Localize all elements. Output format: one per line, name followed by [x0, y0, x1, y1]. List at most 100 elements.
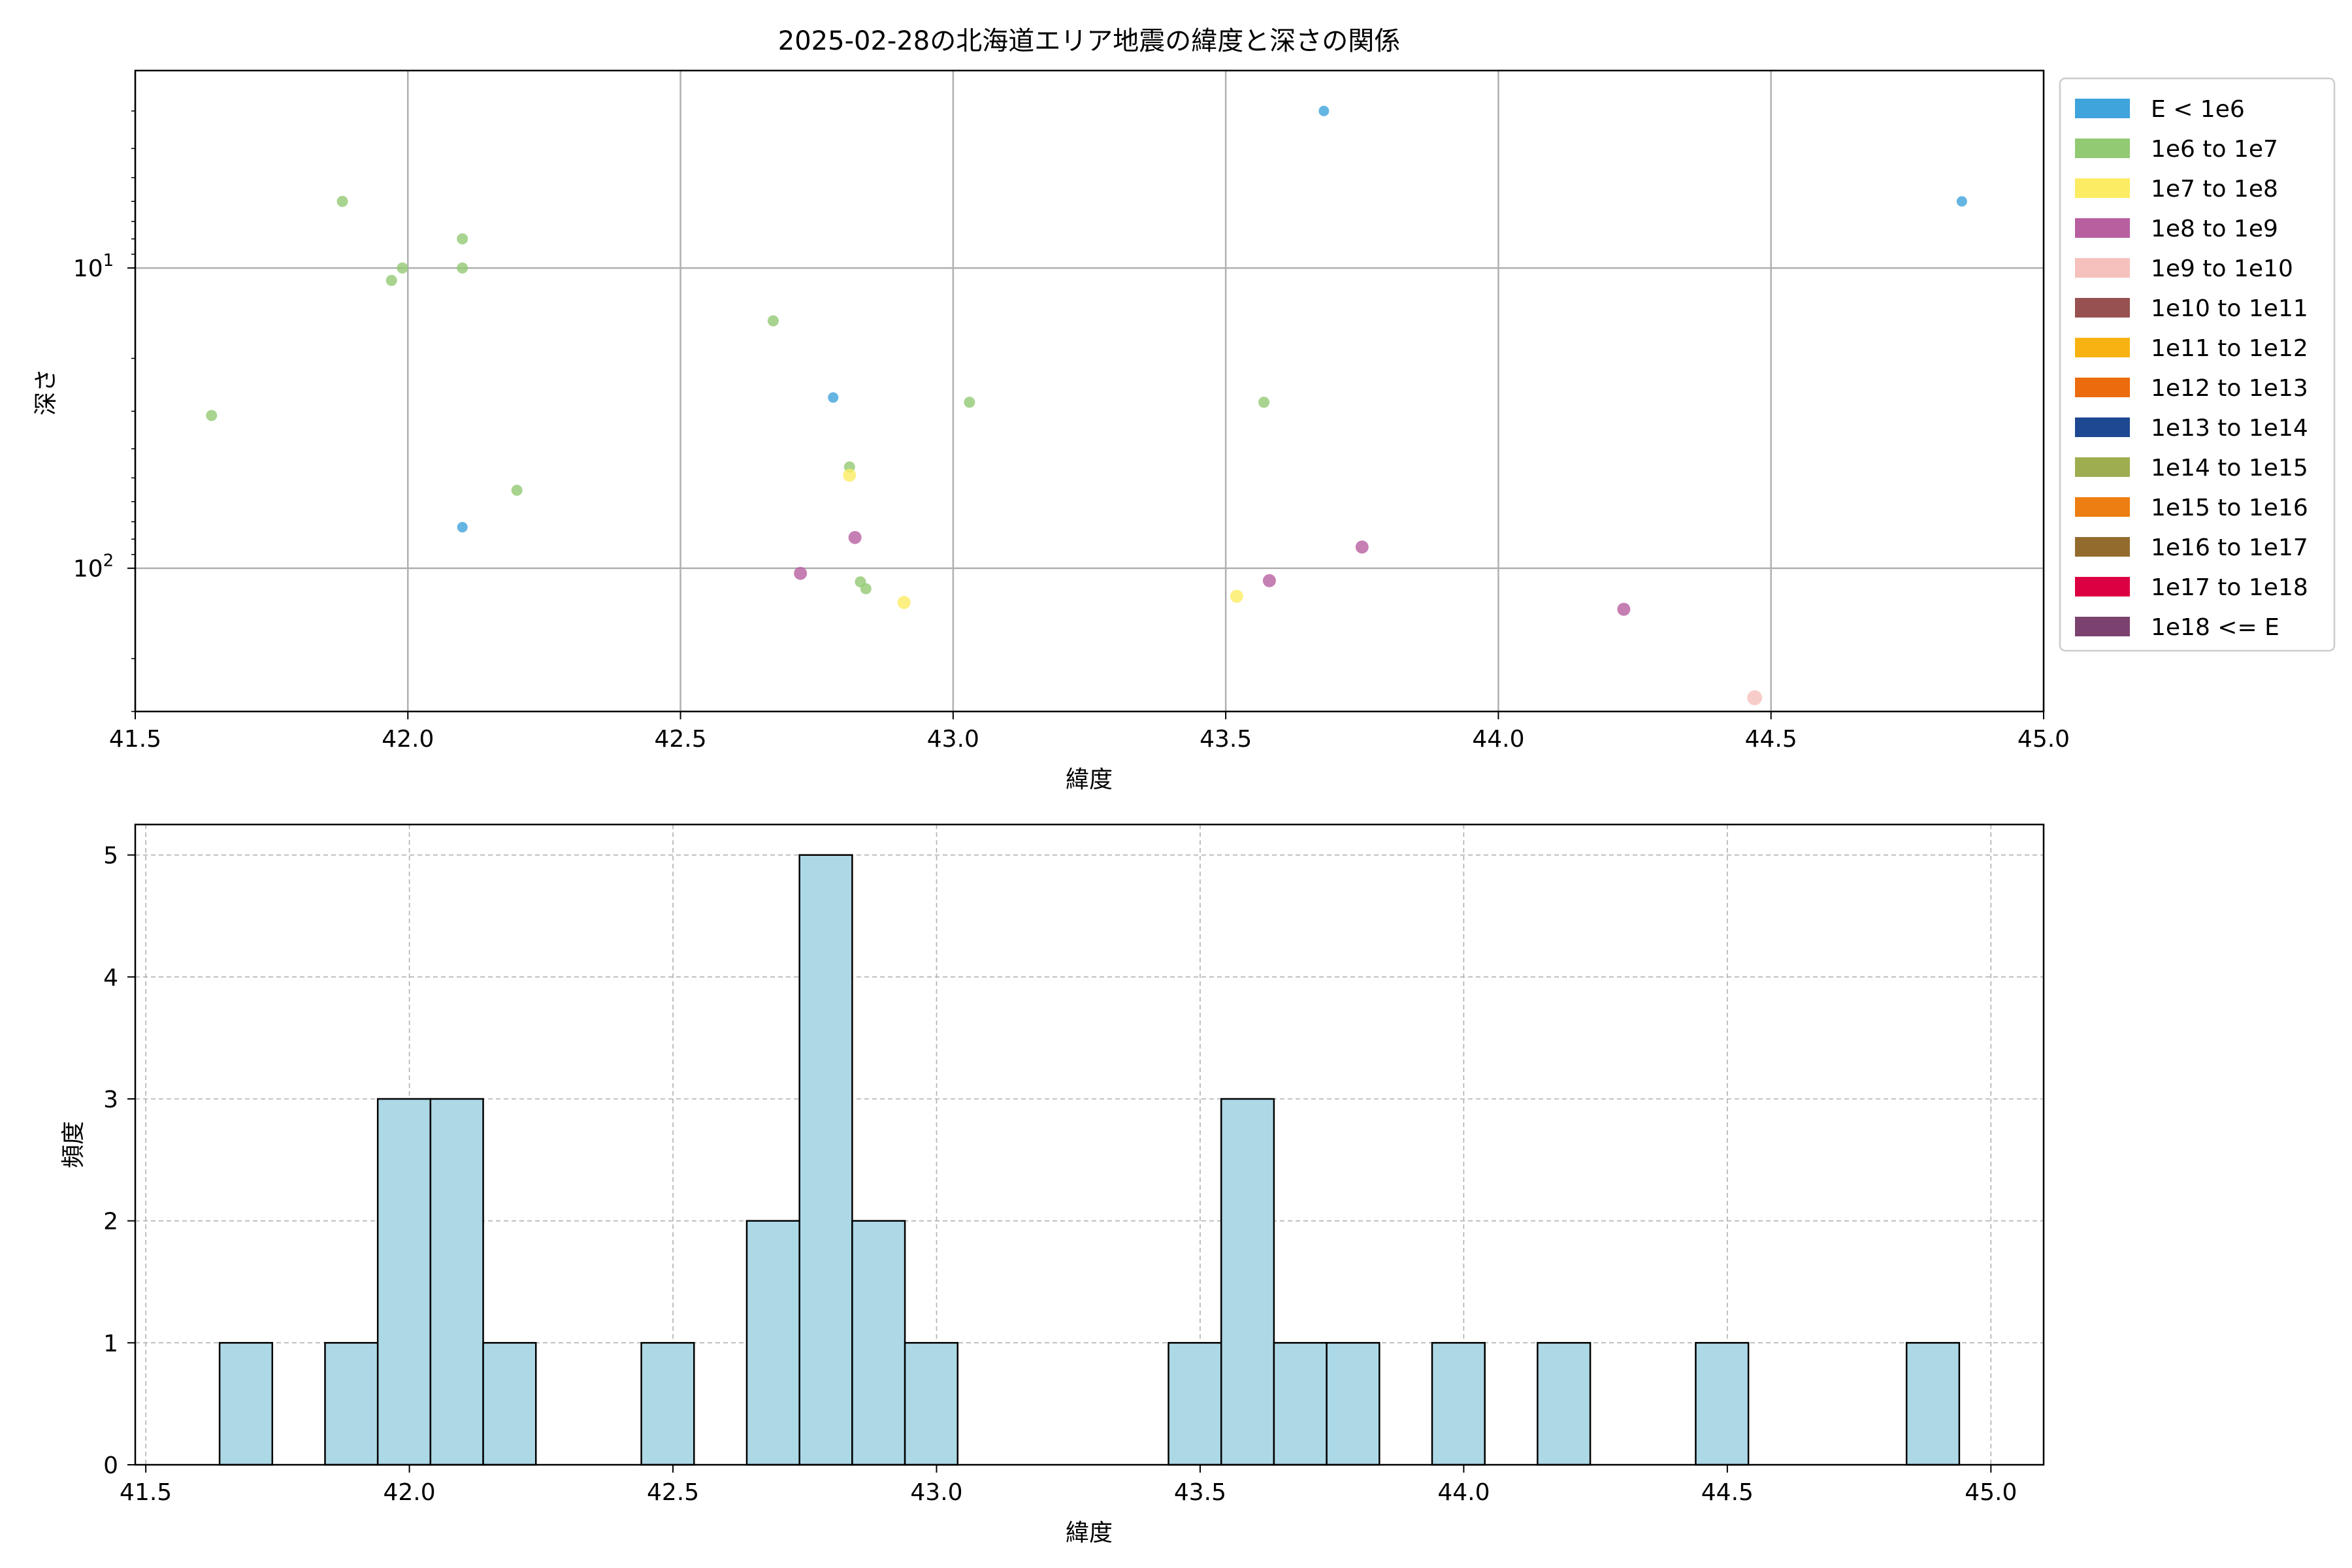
- scatter-y-tick-label: 101: [73, 251, 114, 282]
- legend-label: 1e9 to 1e10: [2151, 255, 2293, 282]
- histogram-y-axis-label: 頻度: [60, 1121, 87, 1168]
- histogram-x-tick-label: 41.5: [120, 1479, 172, 1506]
- legend-label: 1e6 to 1e7: [2151, 136, 2278, 163]
- histogram-x-ticks: 41.5 42.0 42.5 43.0 43.5 44.0 44.5 45.0: [120, 1465, 2017, 1506]
- scatter-point: [385, 274, 397, 286]
- histogram-bar: [429, 1098, 484, 1466]
- legend-label: 1e16 to 1e17: [2151, 534, 2308, 561]
- legend-swatch: [2075, 99, 2130, 118]
- scatter-point: [828, 392, 839, 403]
- scatter-point: [848, 531, 862, 544]
- scatter-title: 2025-02-28の北海道エリア地震の緯度と深さの関係: [778, 26, 1400, 56]
- histogram-plot-frame: [134, 823, 2045, 1466]
- scatter-point: [336, 195, 348, 207]
- scatter-point: [457, 521, 468, 532]
- legend-swatch: [2075, 617, 2130, 636]
- histogram-bar: [798, 854, 853, 1466]
- scatter-y-axis-label: 深さ: [33, 368, 59, 416]
- histogram-x-tick-label: 42.5: [647, 1479, 699, 1506]
- legend-label: 1e7 to 1e8: [2151, 176, 2278, 203]
- scatter-point: [511, 484, 523, 496]
- scatter-x-tick-label: 42.0: [382, 726, 434, 753]
- legend-swatch: [2075, 178, 2130, 198]
- histogram-bar: [904, 1342, 959, 1466]
- legend-label: E < 1e6: [2151, 96, 2245, 123]
- legend-label: 1e8 to 1e9: [2151, 216, 2278, 242]
- scatter-point: [397, 262, 408, 274]
- histogram-x-tick-label: 44.0: [1437, 1479, 1490, 1506]
- histogram-bar: [851, 1220, 906, 1466]
- histogram-bar: [1326, 1342, 1380, 1466]
- histogram-y-tick-label: 2: [103, 1209, 118, 1235]
- scatter-point: [860, 583, 872, 595]
- histogram-bars: [218, 854, 1961, 1466]
- scatter-x-tick-label: 41.5: [109, 726, 161, 753]
- histogram-bar: [1168, 1342, 1222, 1466]
- scatter-x-tick-label: 45.0: [2017, 726, 2070, 753]
- legend-frame: [2059, 77, 2336, 652]
- scatter-x-tick-label: 42.5: [654, 726, 706, 753]
- scatter-point: [1617, 602, 1631, 616]
- histogram-y-tick-label: 5: [103, 843, 118, 870]
- legend: E < 1e6 1e6 to 1e7 1e7 to 1e8 1e8 to 1e9 1e9…: [2059, 77, 2336, 652]
- scatter-point: [964, 397, 975, 408]
- scatter-y-tick-base: 10: [73, 556, 103, 583]
- histogram-y-tick-label: 0: [103, 1452, 118, 1479]
- legend-swatch: [2075, 577, 2130, 596]
- histogram-y-tick-label: 1: [103, 1330, 118, 1357]
- scatter-y-tick-label: 102: [73, 551, 114, 583]
- scatter-chart: 2025-02-28の北海道エリア地震の緯度と深さの関係 41.5 42.0 42.…: [33, 26, 2336, 793]
- histogram-bar: [324, 1342, 379, 1466]
- legend-label: 1e17 to 1e18: [2151, 574, 2308, 601]
- scatter-point: [1258, 397, 1270, 408]
- scatter-point: [1355, 540, 1369, 554]
- scatter-x-tick-label: 44.5: [1745, 726, 1797, 753]
- legend-swatch: [2075, 417, 2130, 437]
- legend-label: 1e13 to 1e14: [2151, 415, 2308, 442]
- histogram-x-axis-label: 緯度: [1066, 1520, 1113, 1546]
- scatter-y-tick-exponent: 2: [103, 551, 114, 571]
- histogram-y-ticks: 0 1 2 3 4 5: [103, 843, 135, 1479]
- scatter-point: [794, 566, 808, 580]
- legend-swatch: [2075, 258, 2130, 278]
- legend-swatch: [2075, 457, 2130, 477]
- histogram-bar: [745, 1220, 800, 1466]
- scatter-x-tick-label: 43.0: [927, 726, 979, 753]
- legend-swatch: [2075, 537, 2130, 557]
- scatter-x-ticks: 41.5 42.0 42.5 43.0 43.5 44.0 44.5 45.0: [109, 711, 2070, 753]
- scatter-point: [767, 315, 779, 327]
- legend-label: 1e12 to 1e13: [2151, 375, 2308, 402]
- histogram-x-tick-label: 44.5: [1701, 1479, 1754, 1506]
- scatter-point: [897, 596, 911, 610]
- legend-label: 1e11 to 1e12: [2151, 335, 2308, 362]
- scatter-point: [457, 262, 468, 274]
- legend-swatch: [2075, 378, 2130, 397]
- scatter-y-tick-exponent: 1: [103, 251, 114, 270]
- histogram-bar: [1220, 1098, 1275, 1466]
- legend-swatch: [2075, 497, 2130, 517]
- scatter-point: [457, 233, 468, 245]
- scatter-point: [1230, 589, 1243, 603]
- legend-label: 1e10 to 1e11: [2151, 295, 2308, 322]
- histogram-y-tick-label: 4: [103, 964, 118, 991]
- scatter-point: [1956, 196, 1967, 207]
- histogram-y-tick-label: 3: [103, 1086, 118, 1113]
- scatter-point: [1262, 574, 1276, 587]
- histogram-x-tick-label: 43.5: [1174, 1479, 1226, 1506]
- legend-label: 1e15 to 1e16: [2151, 495, 2308, 521]
- legend-swatch: [2075, 338, 2130, 357]
- scatter-x-axis-label: 緯度: [1066, 766, 1113, 793]
- scatter-y-tick-base: 10: [73, 255, 103, 282]
- histogram-chart: 41.5 42.0 42.5 43.0 43.5 44.0 44.5 45.0 012345 …: [60, 823, 2045, 1546]
- histogram-bar: [1273, 1342, 1328, 1466]
- histogram-bar: [1695, 1342, 1750, 1466]
- scatter-point: [843, 468, 857, 482]
- legend-swatch: [2075, 218, 2130, 238]
- scatter-points: [206, 105, 1967, 706]
- scatter-x-tick-label: 44.0: [1472, 726, 1524, 753]
- legend-swatch: [2075, 139, 2130, 158]
- scatter-point: [206, 410, 218, 421]
- histogram-bar: [1905, 1342, 1961, 1466]
